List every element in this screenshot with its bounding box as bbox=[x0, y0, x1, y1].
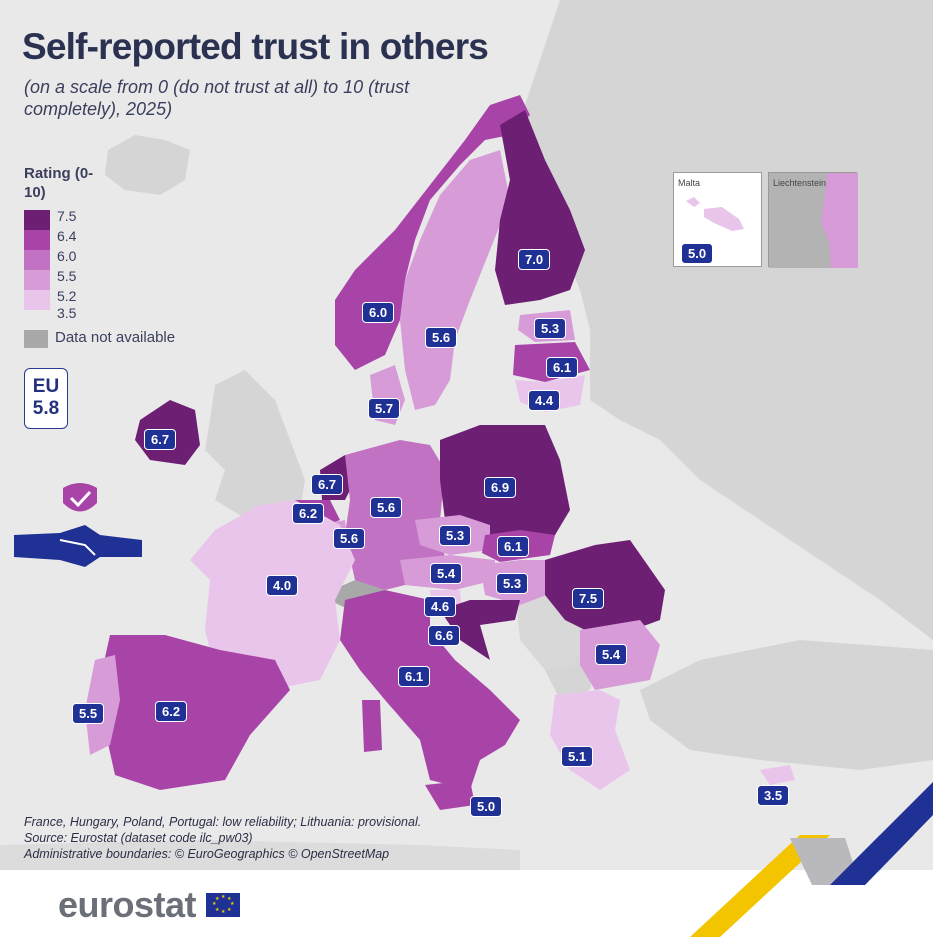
page-title: Self-reported trust in others bbox=[22, 26, 489, 67]
legend-label: 7.5 bbox=[57, 208, 77, 224]
badge-denmark: 5.7 bbox=[368, 398, 401, 419]
note-source: Source: Eurostat (dataset code ilc_pw03) bbox=[24, 831, 253, 845]
badge-italy: 6.1 bbox=[398, 666, 431, 687]
badge-croatia: 6.6 bbox=[428, 625, 461, 646]
eu-value: 5.8 bbox=[32, 398, 60, 419]
eu-average-box: EU 5.8 bbox=[24, 368, 68, 429]
sicily-region bbox=[425, 780, 475, 810]
na-label: Data not available bbox=[55, 329, 176, 346]
badge-estonia: 5.3 bbox=[534, 318, 567, 339]
malta-shape bbox=[686, 197, 744, 231]
croatia-region bbox=[440, 600, 520, 660]
spain-region bbox=[100, 635, 290, 790]
badge-germany: 5.6 bbox=[370, 497, 403, 518]
footnotes: France, Hungary, Poland, Portugal: low r… bbox=[24, 814, 421, 862]
romania-region bbox=[545, 540, 665, 640]
finland-region bbox=[495, 110, 585, 305]
badge-slovakia: 6.1 bbox=[497, 536, 530, 557]
legend-swatch bbox=[24, 210, 50, 230]
corner-ribbons bbox=[690, 835, 914, 937]
badge-poland: 6.9 bbox=[484, 477, 517, 498]
badge-bulgaria: 5.4 bbox=[595, 644, 628, 665]
legend-label: 5.5 bbox=[57, 268, 77, 284]
cyprus-region bbox=[760, 765, 795, 785]
badge-austria: 5.4 bbox=[430, 563, 463, 584]
iceland-land bbox=[105, 135, 190, 195]
legend-swatch bbox=[24, 290, 50, 310]
badge-hungary: 5.3 bbox=[496, 573, 529, 594]
liechtenstein-inset: Liechtenstein bbox=[768, 172, 858, 268]
africa-land bbox=[0, 840, 520, 870]
badge-portugal: 5.5 bbox=[72, 703, 105, 724]
na-swatch bbox=[24, 330, 48, 348]
badge-luxembourg: 5.6 bbox=[333, 528, 366, 549]
turkey-land bbox=[640, 640, 933, 770]
badge-czechia: 5.3 bbox=[439, 525, 472, 546]
liechtenstein-inset-label: Liechtenstein bbox=[773, 178, 827, 188]
liechtenstein-shape bbox=[769, 173, 858, 268]
badge-sweden: 5.6 bbox=[425, 327, 458, 348]
eu-flag-icon: ★ ★ ★ ★ ★ ★ ★ ★ bbox=[206, 893, 240, 917]
eu-label: EU bbox=[32, 376, 60, 397]
sardinia-region bbox=[362, 700, 382, 752]
badge-cyprus: 3.5 bbox=[757, 785, 790, 806]
page-subtitle: (on a scale from 0 (do not trust at all)… bbox=[24, 77, 410, 119]
legend-label: 5.2 bbox=[57, 288, 77, 304]
badge-slovenia: 4.6 bbox=[424, 596, 457, 617]
badge-lithuania: 4.4 bbox=[528, 390, 561, 411]
note-reliability: France, Hungary, Poland, Portugal: low r… bbox=[24, 815, 422, 829]
legend-label: 6.4 bbox=[57, 228, 77, 244]
badge-belgium: 6.2 bbox=[292, 503, 325, 524]
italy-region bbox=[340, 590, 520, 790]
europe-map bbox=[0, 0, 933, 870]
uk-land bbox=[205, 370, 305, 520]
legend-swatch bbox=[24, 250, 50, 270]
badge-greece: 5.1 bbox=[561, 746, 594, 767]
legend-swatch bbox=[24, 230, 50, 250]
note-boundaries: Administrative boundaries: © EuroGeograp… bbox=[24, 847, 390, 861]
norway-region bbox=[335, 95, 530, 370]
malta-inset-label: Malta bbox=[678, 178, 701, 188]
badge-ireland: 6.7 bbox=[144, 429, 177, 450]
handshake-icon bbox=[14, 483, 142, 567]
malta-inset-badge: 5.0 bbox=[681, 243, 714, 264]
legend-title: Rating (0-10) bbox=[24, 165, 94, 201]
eurostat-logo: eurostat bbox=[58, 884, 197, 925]
russia-land bbox=[520, 0, 933, 640]
badge-malta: 5.0 bbox=[470, 796, 503, 817]
badge-romania: 7.5 bbox=[572, 588, 605, 609]
badge-finland: 7.0 bbox=[518, 249, 551, 270]
badge-spain: 6.2 bbox=[155, 701, 188, 722]
badge-latvia: 6.1 bbox=[546, 357, 579, 378]
legend-label: 3.5 bbox=[57, 305, 77, 321]
legend-swatch bbox=[24, 270, 50, 290]
malta-inset: Malta 5.0 bbox=[673, 172, 762, 267]
badge-netherlands: 6.7 bbox=[311, 474, 344, 495]
badge-norway: 6.0 bbox=[362, 302, 395, 323]
legend-label: 6.0 bbox=[57, 248, 77, 264]
badge-france: 4.0 bbox=[266, 575, 299, 596]
